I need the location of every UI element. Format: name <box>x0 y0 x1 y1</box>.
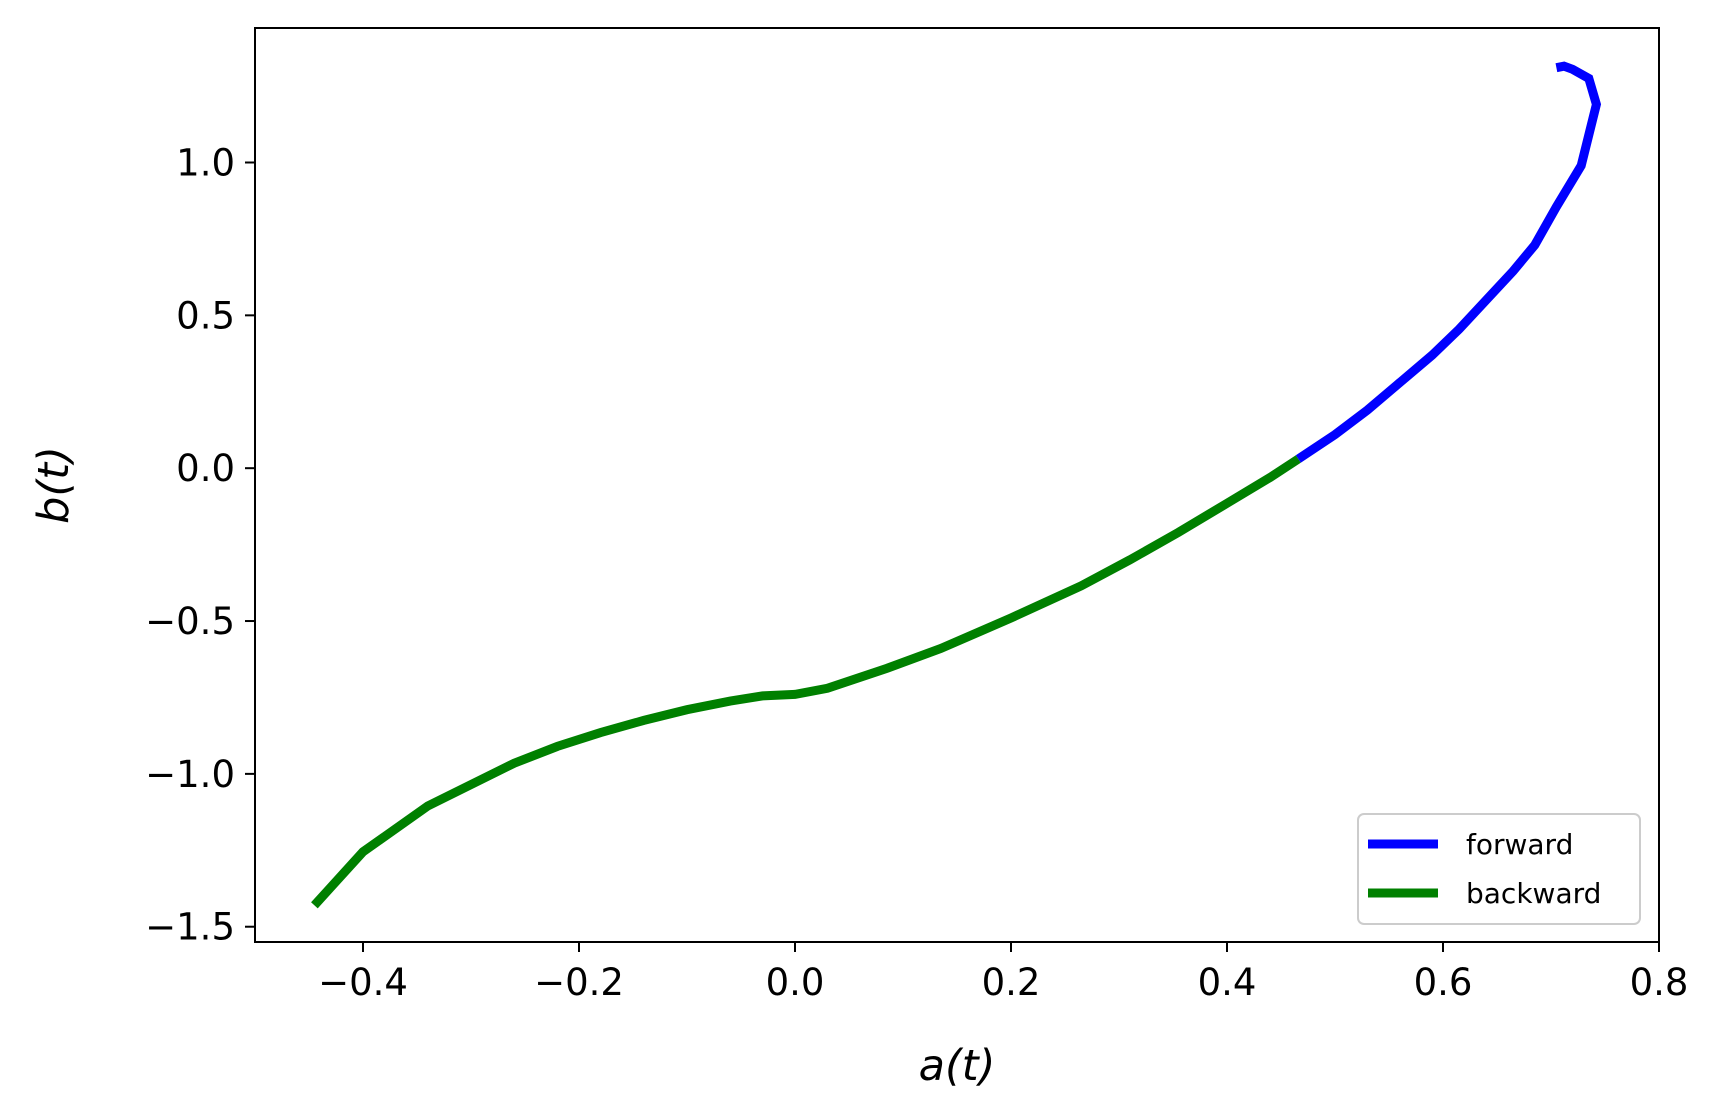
x-axis-ticks: −0.4 −0.2 0.0 0.2 0.4 0.6 0.8 <box>318 942 1688 1004</box>
x-tick-label: −0.4 <box>318 961 408 1004</box>
y-axis-label: b(t) <box>29 446 79 524</box>
y-axis-ticks: −1.5 −1.0 −0.5 0.0 0.5 1.0 <box>145 142 255 949</box>
series-line-forward <box>1295 61 1602 463</box>
x-tick-label: 0.8 <box>1630 961 1689 1004</box>
x-tick-label: −0.2 <box>534 961 624 1004</box>
x-tick-label: 0.6 <box>1414 961 1473 1004</box>
legend-label-forward: forward <box>1466 828 1573 861</box>
x-axis-label: a(t) <box>919 1041 996 1091</box>
x-tick-label: 0.2 <box>982 961 1041 1004</box>
series-line-backward <box>311 455 1301 909</box>
x-tick-label: 0.0 <box>766 961 825 1004</box>
y-tick-label: 1.0 <box>176 142 235 185</box>
plot-frame <box>254 27 1660 943</box>
y-tick-label: 0.5 <box>176 294 235 337</box>
legend: forward backward <box>1357 813 1641 925</box>
legend-label-backward: backward <box>1466 877 1601 910</box>
y-tick-label: −1.0 <box>145 753 235 796</box>
x-tick-label: 0.4 <box>1198 961 1257 1004</box>
y-tick-label: −0.5 <box>145 600 235 643</box>
y-tick-label: 0.0 <box>176 447 235 490</box>
y-tick-label: −1.5 <box>145 906 235 949</box>
series-layer <box>311 61 1602 909</box>
